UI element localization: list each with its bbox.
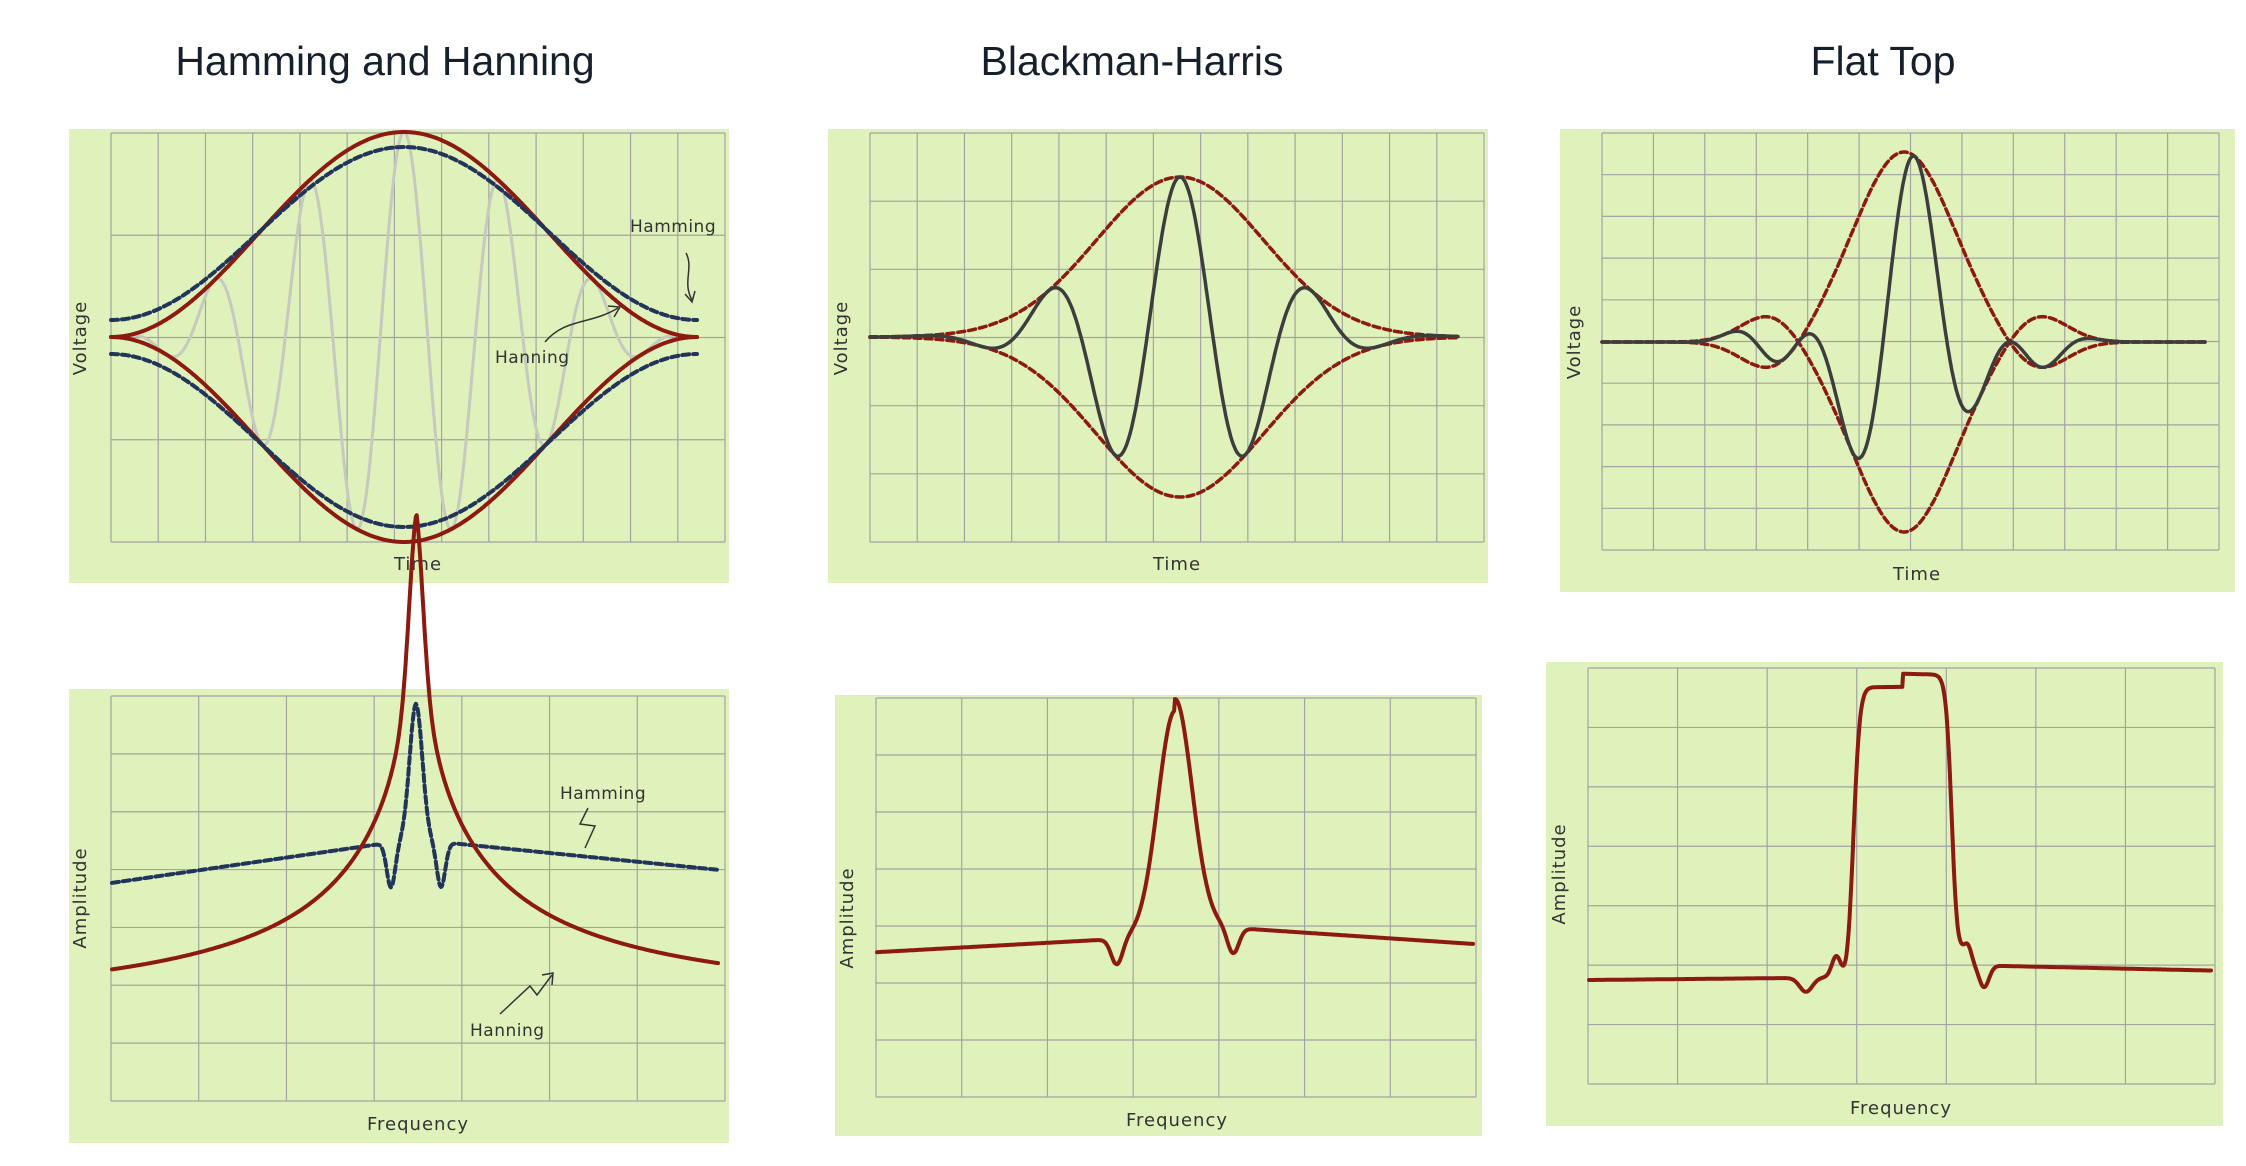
y-axis-label: Amplitude [1549, 823, 1570, 924]
hanning-envelope-upper [109, 130, 699, 339]
panel-background [835, 695, 1482, 1136]
y-axis-label: Voltage [70, 301, 91, 376]
envelope-upper [868, 175, 1460, 339]
panel-6: Frequency Amplitude [1546, 662, 2223, 1126]
hamming-spectrum-line [110, 701, 720, 890]
y-axis-label: Voltage [831, 301, 852, 376]
panel-background [69, 689, 729, 1143]
title-hamming-hanning: Hamming and Hanning [175, 38, 595, 84]
annotation-arrow [685, 252, 693, 301]
hanning-spectrum-line [110, 513, 720, 972]
panel-5: Frequency Amplitude [835, 695, 1482, 1136]
y-axis-label: Voltage [1564, 305, 1585, 380]
annotation-arrowhead [607, 305, 622, 318]
envelope-upper [1600, 150, 2207, 370]
title-blackman-harris: Blackman-Harris [980, 38, 1284, 84]
x-axis-label: Time [1152, 554, 1201, 575]
panel-3: Time Voltage [1560, 129, 2235, 592]
x-axis-label: Frequency [1850, 1098, 1952, 1119]
x-axis-label: Frequency [367, 1114, 469, 1135]
panel-1: Time Voltage Hamming Hanning [69, 129, 729, 583]
y-axis-label: Amplitude [837, 867, 858, 968]
grid-lines [110, 695, 726, 1102]
x-axis-label: Frequency [1126, 1110, 1228, 1131]
grid-lines [1587, 667, 2216, 1085]
annotation-arrow [578, 807, 597, 849]
hanning-envelope-lower [109, 335, 699, 544]
windowed-signal-line [1600, 154, 2207, 461]
annotation-hanning: Hanning [495, 348, 570, 368]
panel-background [828, 129, 1488, 583]
hamming-envelope-upper [109, 145, 699, 322]
y-axis-label: Amplitude [70, 847, 91, 948]
annotation-hanning: Hanning [470, 1021, 545, 1041]
panel-2: Time Voltage [828, 129, 1488, 583]
panel-background [1560, 129, 2235, 592]
spectrum-line [875, 697, 1475, 967]
annotation-arrowhead [541, 972, 554, 986]
annotation-arrow [544, 307, 619, 343]
x-axis-label: Time [1892, 564, 1941, 585]
title-flat-top: Flat Top [1810, 38, 1956, 84]
windowed-signal-line [868, 175, 1460, 458]
annotation-hamming: Hamming [630, 217, 716, 237]
panel-background [1546, 662, 2223, 1126]
x-axis-label: Time [393, 554, 442, 575]
annotation-hamming: Hamming [560, 784, 646, 804]
panel-4: Frequency Amplitude Hamming Hanning [69, 513, 729, 1143]
hamming-envelope-lower [109, 352, 699, 529]
spectrum-line [1587, 671, 2213, 994]
annotation-arrowhead [684, 290, 696, 304]
annotation-arrow [499, 974, 553, 1015]
